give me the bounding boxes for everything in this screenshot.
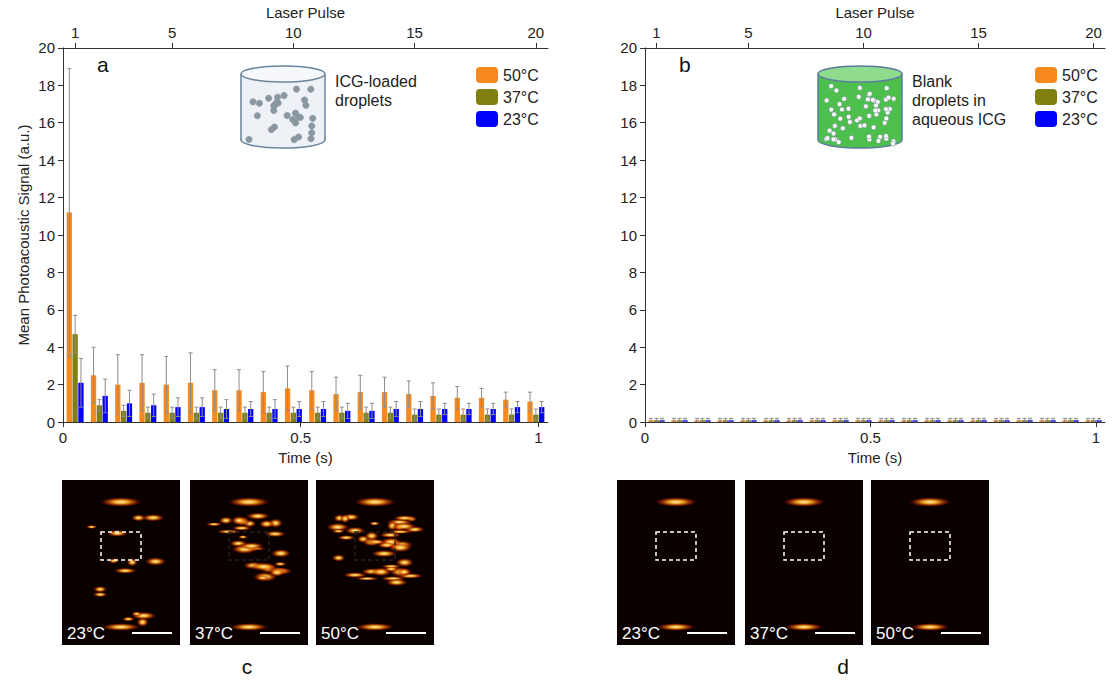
svg-text:Mean Photoacoustic Signal (a.u: Mean Photoacoustic Signal (a.u.) (15, 125, 32, 346)
svg-text:0: 0 (641, 429, 649, 446)
svg-text:2: 2 (47, 376, 55, 393)
svg-text:droplets: droplets (335, 92, 392, 109)
svg-text:37°C: 37°C (750, 624, 788, 643)
svg-text:16: 16 (620, 114, 637, 131)
svg-text:2: 2 (629, 376, 637, 393)
svg-text:droplets in: droplets in (912, 92, 990, 109)
svg-text:5: 5 (744, 24, 752, 41)
svg-text:4: 4 (629, 339, 637, 356)
svg-text:23°C: 23°C (67, 624, 105, 643)
svg-text:18: 18 (38, 77, 55, 94)
svg-text:10: 10 (620, 227, 637, 244)
svg-text:0.5: 0.5 (290, 429, 311, 446)
svg-text:Time (s): Time (s) (278, 449, 332, 466)
svg-text:0: 0 (629, 414, 637, 431)
svg-text:6: 6 (47, 301, 55, 318)
svg-text:4: 4 (47, 339, 55, 356)
svg-text:8: 8 (629, 264, 637, 281)
svg-text:0: 0 (47, 414, 55, 431)
svg-text:20: 20 (38, 39, 55, 56)
svg-text:50°C: 50°C (321, 624, 359, 643)
svg-text:50°C: 50°C (503, 67, 539, 84)
svg-text:aqueous ICG: aqueous ICG (912, 111, 1006, 128)
svg-text:Time (s): Time (s) (848, 449, 902, 466)
svg-text:Blank: Blank (912, 73, 956, 90)
svg-text:14: 14 (38, 152, 55, 169)
svg-text:10: 10 (855, 24, 872, 41)
svg-text:37°C: 37°C (1062, 89, 1098, 106)
svg-text:1: 1 (1092, 429, 1100, 446)
svg-text:0.5: 0.5 (860, 429, 881, 446)
svg-text:1: 1 (71, 24, 79, 41)
svg-text:12: 12 (38, 189, 55, 206)
svg-text:Laser Pulse: Laser Pulse (266, 4, 345, 21)
svg-text:20: 20 (1085, 24, 1102, 41)
svg-text:ICG-loaded: ICG-loaded (335, 73, 421, 90)
svg-text:15: 15 (970, 24, 987, 41)
svg-text:6: 6 (629, 301, 637, 318)
svg-text:1: 1 (652, 24, 660, 41)
svg-text:d: d (837, 655, 849, 678)
svg-text:20: 20 (620, 39, 637, 56)
svg-text:20: 20 (528, 24, 545, 41)
svg-text:8: 8 (47, 264, 55, 281)
svg-text:23°C: 23°C (503, 111, 539, 128)
svg-text:50°C: 50°C (1062, 67, 1098, 84)
svg-text:12: 12 (620, 189, 637, 206)
svg-text:37°C: 37°C (503, 89, 539, 106)
svg-text:23°C: 23°C (622, 624, 660, 643)
svg-text:b: b (679, 53, 691, 76)
svg-text:16: 16 (38, 114, 55, 131)
svg-text:50°C: 50°C (876, 624, 914, 643)
svg-text:5: 5 (168, 24, 176, 41)
svg-text:a: a (97, 53, 109, 76)
svg-text:0: 0 (59, 429, 67, 446)
svg-text:10: 10 (285, 24, 302, 41)
svg-text:37°C: 37°C (195, 624, 233, 643)
svg-text:10: 10 (38, 227, 55, 244)
svg-text:18: 18 (620, 77, 637, 94)
svg-text:23°C: 23°C (1062, 111, 1098, 128)
svg-text:14: 14 (620, 152, 637, 169)
svg-text:c: c (242, 655, 253, 678)
svg-text:15: 15 (406, 24, 423, 41)
svg-text:Laser Pulse: Laser Pulse (835, 4, 914, 21)
svg-text:1: 1 (534, 429, 542, 446)
